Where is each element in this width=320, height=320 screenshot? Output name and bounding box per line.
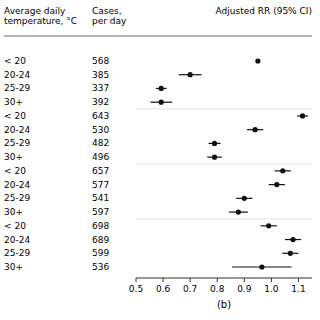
point-estimate <box>266 223 271 228</box>
row-label: 20-24 <box>4 180 30 190</box>
cases-label: 496 <box>92 152 109 162</box>
group-separator <box>136 164 312 165</box>
row-label: 30+ <box>4 97 23 107</box>
column-header-line: Average daily <box>4 6 66 16</box>
cases-label: 657 <box>92 166 109 176</box>
row-label: < 20 <box>4 221 26 231</box>
cases-label: 597 <box>92 207 109 217</box>
point-estimate <box>280 168 285 173</box>
cases-label: 337 <box>92 83 109 93</box>
marks <box>150 58 308 269</box>
row-label: < 20 <box>4 56 26 66</box>
point-estimate <box>288 251 293 256</box>
point-estimate <box>290 237 295 242</box>
column-header: Adjusted RR (95% CI) <box>216 6 312 16</box>
column-header-line: temperature, °C <box>4 16 77 26</box>
row-label: 20-24 <box>4 70 30 80</box>
row-label: 25-29 <box>4 248 30 258</box>
cases-label: 385 <box>92 70 109 80</box>
column-header-line: per day <box>92 16 127 26</box>
header-rule <box>4 36 312 37</box>
x-tick <box>271 278 272 282</box>
cases-label: 577 <box>92 180 109 190</box>
cases-label: 643 <box>92 111 109 121</box>
point-estimate <box>253 127 258 132</box>
group-separator <box>136 218 312 219</box>
column-header-line: Cases, <box>92 6 122 16</box>
cases-label: 392 <box>92 97 109 107</box>
row-label: < 20 <box>4 111 26 121</box>
point-estimate <box>259 264 264 269</box>
x-tick-label: 1.1 <box>291 284 305 294</box>
x-tick-label: 0.6 <box>156 284 171 294</box>
point-estimate <box>236 209 241 214</box>
point-estimate <box>274 182 279 187</box>
column-header-line: Adjusted RR (95% CI) <box>216 6 312 16</box>
point-estimate <box>212 141 217 146</box>
x-tick <box>244 278 245 282</box>
x-tick-label: 1.0 <box>264 284 279 294</box>
cases-label: 698 <box>92 221 109 231</box>
x-tick-label: 0.7 <box>183 284 197 294</box>
x-tick <box>298 278 299 282</box>
row-label: 25-29 <box>4 138 30 148</box>
x-tick <box>190 278 191 282</box>
point-estimate <box>159 100 164 105</box>
row-label: 25-29 <box>4 193 30 203</box>
x-axis-label: (b) <box>217 299 231 310</box>
point-estimate <box>300 113 305 118</box>
x-tick-label: 0.8 <box>210 284 225 294</box>
row-label: 30+ <box>4 262 23 272</box>
row-label: 20-24 <box>4 125 30 135</box>
x-tick-label: 0.5 <box>129 284 143 294</box>
x-tick <box>217 278 218 282</box>
x-tick <box>163 278 164 282</box>
point-estimate <box>212 155 217 160</box>
column-header: Average dailytemperature, °C <box>4 6 77 26</box>
column-header: Cases,per day <box>92 6 127 26</box>
cases-label: 536 <box>92 262 109 272</box>
chart-container: Average dailytemperature, °C Cases,per da… <box>0 0 320 320</box>
point-estimate <box>159 86 164 91</box>
group-separator <box>136 109 312 110</box>
cases-label: 541 <box>92 193 109 203</box>
row-label: 30+ <box>4 152 23 162</box>
cases-label: 530 <box>92 125 109 135</box>
row-label: 20-24 <box>4 235 30 245</box>
cases-label: 689 <box>92 235 109 245</box>
cases-label: 568 <box>92 56 109 66</box>
row-label: < 20 <box>4 166 26 176</box>
point-estimate <box>242 196 247 201</box>
cases-label: 599 <box>92 248 109 258</box>
row-label: 25-29 <box>4 83 30 93</box>
x-tick-label: 0.9 <box>237 284 252 294</box>
cases-label: 482 <box>92 138 109 148</box>
point-estimate <box>188 72 193 77</box>
row-label: 30+ <box>4 207 23 217</box>
point-estimate <box>255 58 260 63</box>
x-axis-line <box>136 278 312 279</box>
forest-plot: Average dailytemperature, °C Cases,per da… <box>0 0 320 320</box>
x-tick <box>136 278 137 282</box>
